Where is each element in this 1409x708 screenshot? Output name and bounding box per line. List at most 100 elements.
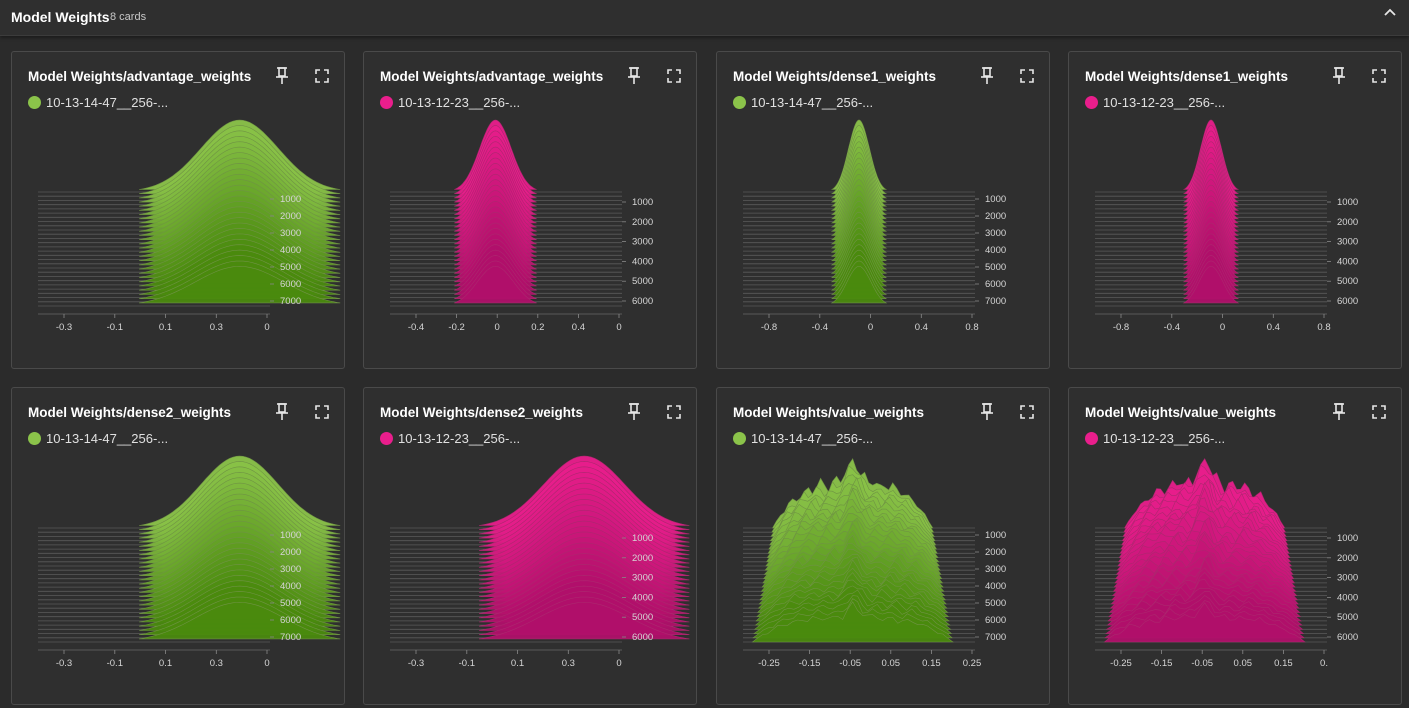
pin-icon[interactable] [274,66,290,86]
histogram-slice [454,266,537,304]
y-tick-label: 6000 [1337,296,1358,307]
x-tick-label: -0.4 [1164,322,1180,333]
y-tick-label: 7000 [280,296,301,307]
fullscreen-icon[interactable] [315,405,329,419]
x-tick-label: -0.4 [812,322,828,333]
card-title: Model Weights/advantage_weights [380,69,604,84]
histogram-card: Model Weights/dense1_weights 10-13-14-47_… [716,51,1050,369]
y-tick-label: 7000 [985,296,1006,307]
run-name: 10-13-12-23__256-... [1103,95,1226,110]
y-tick-label: 6000 [632,296,653,307]
x-tick-label: 0.25 [963,658,982,669]
x-tick-label: 0.15 [922,658,941,669]
y-tick-label: 2000 [1337,553,1358,564]
y-tick-label: 1000 [985,530,1006,541]
histogram-chart: 1000 2000 3000 4000 5000 6000 7000 -0.3 -0.1 0.1 0… [38,455,341,669]
y-tick-label: 4000 [985,581,1006,592]
x-tick-label: -0.05 [839,658,861,669]
card-title: Model Weights/dense2_weights [28,405,232,420]
histogram-chart: 1000 2000 3000 4000 5000 6000 7000 -0.25 -0.15 -0… [743,458,1006,669]
y-tick-label: 7000 [985,632,1006,643]
fullscreen-icon[interactable] [667,405,681,419]
x-tick-label: 0.1 [511,658,524,669]
fullscreen-icon[interactable] [1020,405,1034,419]
card-title: Model Weights/value_weights [1085,405,1277,420]
y-tick-label: 3000 [1337,573,1358,584]
y-tick-label: 2000 [280,547,301,558]
run-color-dot [28,96,41,109]
y-tick-label: 2000 [632,217,653,228]
histogram-slice [139,266,341,304]
pin-icon[interactable] [979,402,995,422]
card-title: Model Weights/value_weights [733,405,925,420]
histogram-card: Model Weights/value_weights 10-13-14-47__… [716,387,1050,705]
pin-icon[interactable] [626,402,642,422]
y-tick-label: 1000 [280,530,301,541]
x-tick-label: 0 [868,322,873,333]
x-tick-label: 0 [495,322,500,333]
y-tick-label: 6000 [280,279,301,290]
y-tick-label: 5000 [632,276,653,287]
run-color-dot [380,432,393,445]
card-title: Model Weights/dense1_weights [733,69,937,84]
histogram-slice [478,602,690,640]
run-name: 10-13-14-47__256-... [46,95,169,110]
run-name: 10-13-14-47__256-... [46,431,169,446]
run-name: 10-13-14-47__256-... [751,431,874,446]
histogram-slice [751,601,954,643]
run-color-dot [1085,96,1098,109]
x-tick-label: 0.05 [882,658,901,669]
pin-icon[interactable] [626,66,642,86]
run-name: 10-13-12-23__256-... [398,431,521,446]
histogram-card: Model Weights/value_weights 10-13-12-23__… [1068,387,1402,705]
y-tick-label: 5000 [985,598,1006,609]
y-tick-label: 3000 [632,237,653,248]
pin-icon[interactable] [979,66,995,86]
x-tick-label: 0.05 [1234,658,1253,669]
y-tick-label: 1000 [985,194,1006,205]
run-color-dot [733,432,746,445]
histogram-slice [1103,602,1306,643]
x-tick-label: 0.3 [562,658,575,669]
histogram-slice [139,602,341,640]
fullscreen-icon[interactable] [1372,405,1386,419]
fullscreen-icon[interactable] [1372,69,1386,83]
x-tick-label: -0.1 [107,658,123,669]
y-tick-label: 5000 [1337,276,1358,287]
y-tick-label: 4000 [280,245,301,256]
pin-icon[interactable] [274,402,290,422]
x-tick-label: -0.3 [56,658,72,669]
x-tick-label: 0.3 [210,322,223,333]
run-color-dot [380,96,393,109]
y-tick-label: 6000 [280,615,301,626]
section-title: Model Weights [11,9,110,25]
pin-icon[interactable] [1331,402,1347,422]
x-tick-label: 0.4 [1267,322,1280,333]
x-tick-label: -0.1 [459,658,475,669]
x-tick-label: -0.15 [1151,658,1173,669]
y-tick-label: 2000 [985,211,1006,222]
fullscreen-icon[interactable] [1020,69,1034,83]
x-tick-label: -0.3 [56,322,72,333]
chevron-up-icon[interactable] [1383,6,1397,20]
x-tick-label: -0.2 [448,322,464,333]
y-tick-label: 4000 [632,592,653,603]
y-tick-label: 5000 [632,612,653,623]
x-tick-label: -0.3 [408,658,424,669]
run-name: 10-13-12-23__256-... [398,95,521,110]
card-title: Model Weights/dense2_weights [380,405,584,420]
pin-icon[interactable] [1331,66,1347,86]
y-tick-label: 3000 [985,228,1006,239]
y-tick-label: 3000 [1337,237,1358,248]
y-tick-label: 1000 [632,533,653,544]
y-tick-label: 4000 [1337,592,1358,603]
y-tick-label: 5000 [280,262,301,273]
y-tick-label: 5000 [1337,612,1358,623]
y-tick-label: 1000 [1337,197,1358,208]
y-tick-label: 4000 [632,256,653,267]
fullscreen-icon[interactable] [315,69,329,83]
x-tick-label: 0.8 [965,322,978,333]
y-tick-label: 3000 [632,573,653,584]
y-tick-label: 5000 [985,262,1006,273]
fullscreen-icon[interactable] [667,69,681,83]
